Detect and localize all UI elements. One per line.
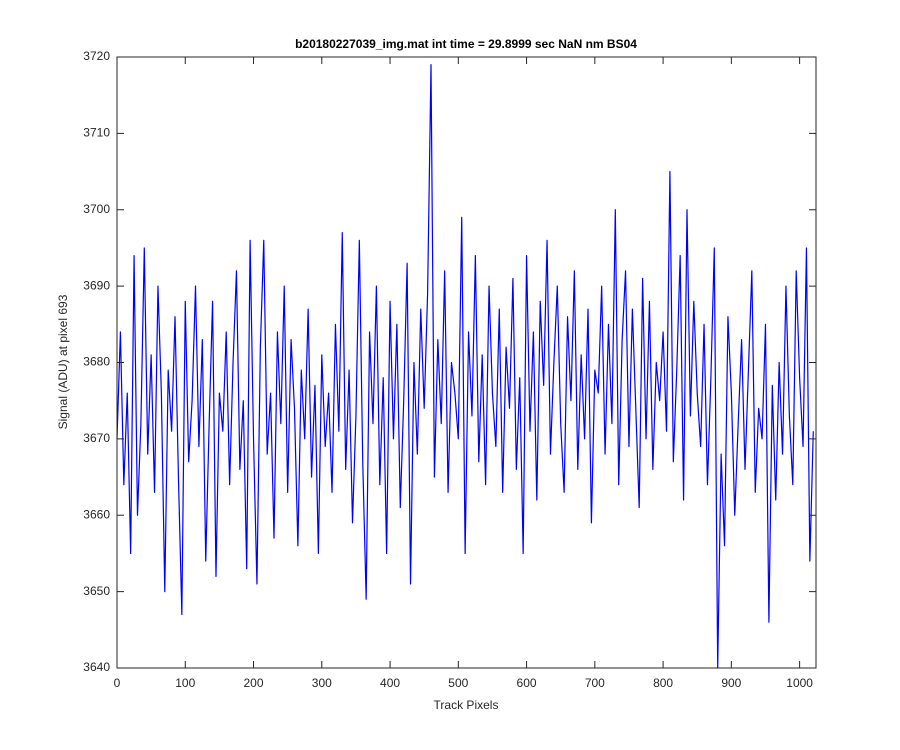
chart-title: b20180227039_img.mat int time = 29.8999 … — [295, 37, 637, 51]
y-tick-label: 3650 — [83, 584, 110, 598]
x-tick-label: 1000 — [786, 676, 813, 690]
y-tick-label: 3640 — [83, 660, 110, 674]
x-tick-label: 100 — [175, 676, 195, 690]
x-tick-label: 200 — [244, 676, 264, 690]
y-axis-label: Signal (ADU) at pixel 693 — [56, 294, 70, 429]
y-tick-label: 3720 — [83, 49, 110, 63]
y-tick-label: 3690 — [83, 278, 110, 292]
y-tick-label: 3680 — [83, 355, 110, 369]
x-axis-label: Track Pixels — [434, 698, 499, 712]
x-tick-label: 700 — [585, 676, 605, 690]
x-tick-label: 400 — [380, 676, 400, 690]
x-tick-label: 300 — [312, 676, 332, 690]
x-tick-label: 500 — [448, 676, 468, 690]
x-tick-label: 600 — [517, 676, 537, 690]
y-tick-label: 3670 — [83, 431, 110, 445]
y-tick-label: 3700 — [83, 202, 110, 216]
x-tick-label: 0 — [114, 676, 121, 690]
y-tick-label: 3660 — [83, 507, 110, 521]
y-tick-label: 3710 — [83, 126, 110, 140]
x-tick-label: 800 — [653, 676, 673, 690]
data-line — [116, 64, 814, 669]
x-tick-label: 900 — [721, 676, 741, 690]
